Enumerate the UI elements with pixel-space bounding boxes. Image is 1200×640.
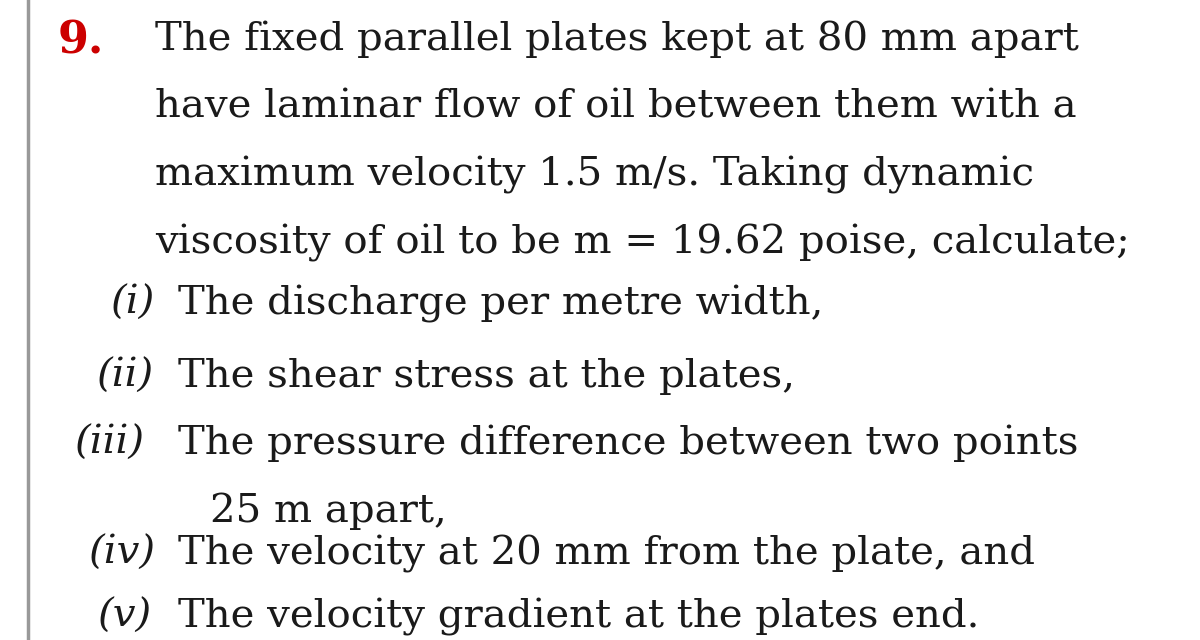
Text: The shear stress at the plates,: The shear stress at the plates, — [178, 358, 796, 395]
Text: The velocity at 20 mm from the plate, and: The velocity at 20 mm from the plate, an… — [178, 535, 1034, 573]
Text: (ii): (ii) — [96, 358, 154, 395]
Text: The fixed parallel plates kept at 80 mm apart: The fixed parallel plates kept at 80 mm … — [155, 20, 1079, 58]
Text: have laminar flow of oil between them with a: have laminar flow of oil between them wi… — [155, 88, 1076, 125]
Text: 25 m apart,: 25 m apart, — [210, 493, 446, 531]
Text: The velocity gradient at the plates end.: The velocity gradient at the plates end. — [178, 598, 979, 636]
Text: (i): (i) — [110, 285, 155, 322]
Text: (iv): (iv) — [88, 535, 155, 572]
Text: 9.: 9. — [58, 20, 104, 63]
Text: maximum velocity 1.5 m/s. Taking dynamic: maximum velocity 1.5 m/s. Taking dynamic — [155, 156, 1034, 194]
Text: viscosity of oil to be m = 19.62 poise, calculate;: viscosity of oil to be m = 19.62 poise, … — [155, 224, 1130, 262]
Text: The pressure difference between two points: The pressure difference between two poin… — [178, 425, 1079, 463]
Text: (iii): (iii) — [74, 425, 144, 462]
Text: The discharge per metre width,: The discharge per metre width, — [178, 285, 823, 323]
Text: (v): (v) — [97, 598, 151, 635]
